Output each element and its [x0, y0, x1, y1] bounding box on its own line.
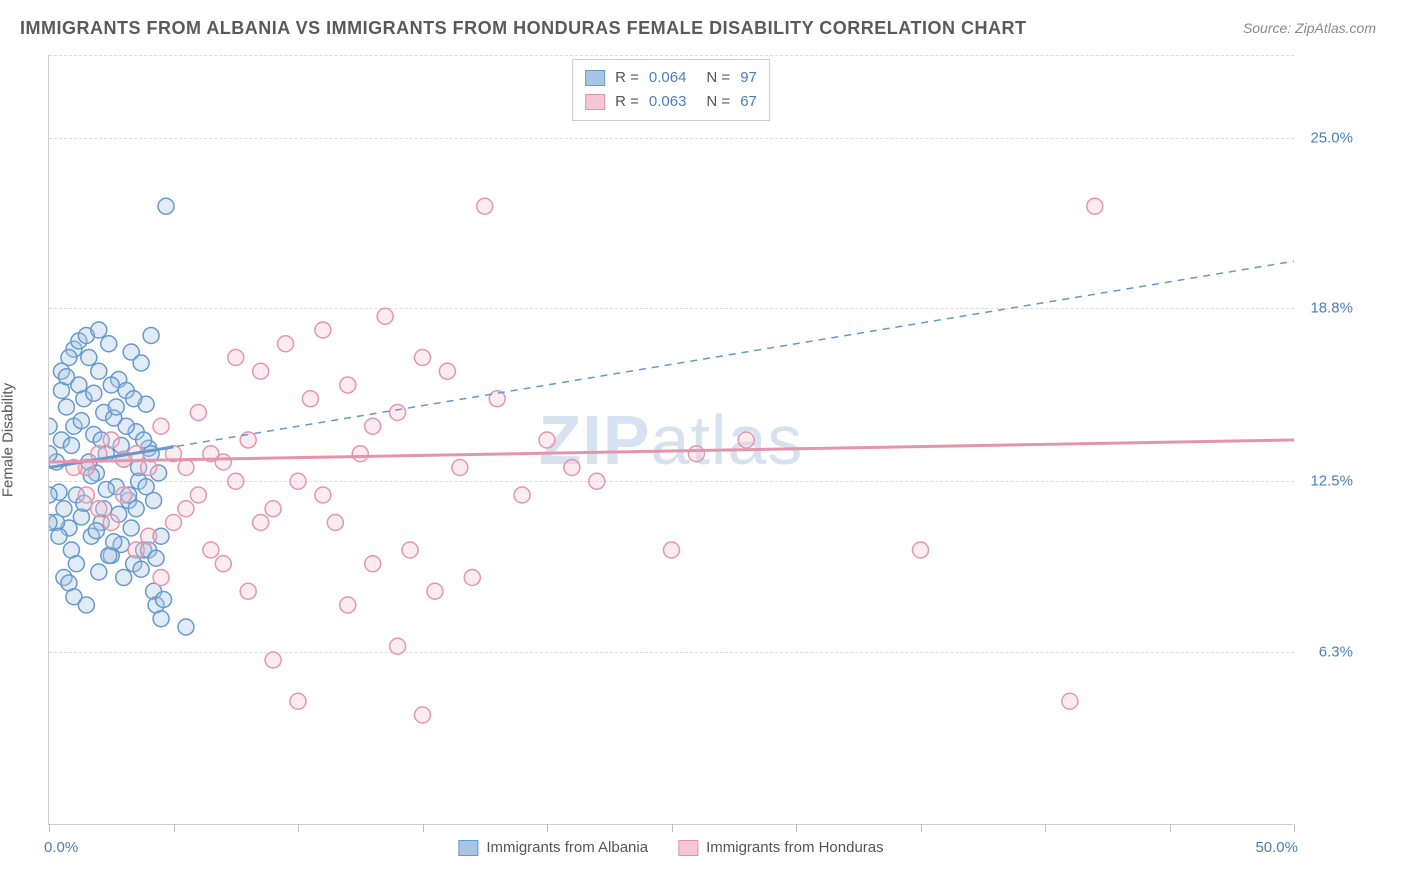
correlation-legend: R = 0.064 N = 97 R = 0.063 N = 67: [572, 59, 770, 121]
n-label: N =: [706, 66, 730, 90]
x-tick: [174, 824, 175, 832]
legend-row-honduras: R = 0.063 N = 67: [585, 90, 757, 114]
x-axis-max-label: 50.0%: [1255, 839, 1298, 856]
y-tick-label: 6.3%: [1319, 643, 1353, 660]
r-value-albania: 0.064: [649, 66, 687, 90]
trend-lines-layer: [49, 55, 1294, 825]
r-label: R =: [615, 90, 639, 114]
chart-title: IMMIGRANTS FROM ALBANIA VS IMMIGRANTS FR…: [20, 18, 1026, 39]
swatch-honduras: [585, 94, 605, 110]
y-tick-label: 12.5%: [1310, 473, 1353, 490]
n-value-honduras: 67: [740, 90, 757, 114]
series-legend: Immigrants from Albania Immigrants from …: [458, 839, 883, 856]
r-value-honduras: 0.063: [649, 90, 687, 114]
x-tick: [921, 824, 922, 832]
n-label: N =: [706, 90, 730, 114]
y-axis-label: Female Disability: [0, 383, 17, 497]
trend-line-segment: [49, 447, 174, 468]
legend-item-honduras: Immigrants from Honduras: [678, 839, 884, 856]
legend-label-albania: Immigrants from Albania: [486, 839, 648, 856]
legend-item-albania: Immigrants from Albania: [458, 839, 648, 856]
x-tick: [1170, 824, 1171, 832]
y-tick-label: 25.0%: [1310, 129, 1353, 146]
legend-label-honduras: Immigrants from Honduras: [706, 839, 884, 856]
swatch-albania-icon: [458, 840, 478, 856]
y-tick-label: 18.8%: [1310, 300, 1353, 317]
x-tick: [49, 824, 50, 832]
plot-area: ZIPatlas R = 0.064 N = 97 R = 0.063 N = …: [48, 55, 1293, 825]
x-tick: [1045, 824, 1046, 832]
r-label: R =: [615, 66, 639, 90]
plot-container: Female Disability ZIPatlas R = 0.064 N =…: [48, 55, 1358, 825]
x-tick: [547, 824, 548, 832]
trend-line: [49, 261, 1294, 467]
legend-row-albania: R = 0.064 N = 97: [585, 66, 757, 90]
x-tick: [672, 824, 673, 832]
x-tick: [423, 824, 424, 832]
x-tick: [796, 824, 797, 832]
source-attribution: Source: ZipAtlas.com: [1243, 20, 1376, 36]
swatch-albania: [585, 70, 605, 86]
trend-line: [49, 440, 1294, 462]
swatch-honduras-icon: [678, 840, 698, 856]
x-axis-min-label: 0.0%: [44, 839, 78, 856]
n-value-albania: 97: [740, 66, 757, 90]
x-tick: [298, 824, 299, 832]
x-tick: [1294, 824, 1295, 832]
